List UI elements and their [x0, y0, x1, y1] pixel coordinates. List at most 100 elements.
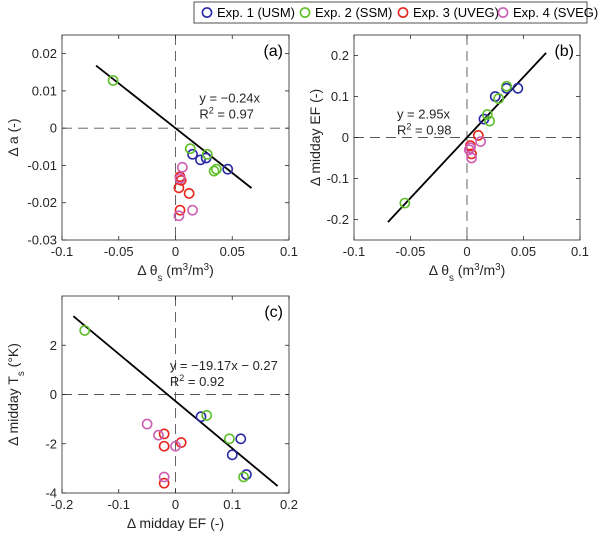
- data-point: [158, 471, 170, 483]
- data-point: [174, 204, 186, 216]
- y-tick-label: 0.02: [32, 46, 57, 61]
- x-axis-label: Δ midday EF (-): [127, 515, 224, 531]
- y-axis-label: Δ a (-): [5, 118, 21, 156]
- y-tick-label: 2: [50, 338, 57, 353]
- data-point: [201, 148, 213, 160]
- data-point: [501, 80, 512, 92]
- data-point: [195, 154, 206, 166]
- data-point: [183, 188, 195, 199]
- legend-label-4: Exp. 4 (SVEG): [513, 5, 598, 20]
- y-axis-label-part: (°K): [5, 343, 21, 371]
- y-tick-label: -4: [45, 486, 57, 501]
- legend-marker-1: [201, 7, 213, 18]
- data-point: [241, 469, 252, 480]
- x-axis-label-part: 3: [495, 262, 501, 273]
- x-tick-label: -0.1: [108, 497, 130, 512]
- data-point: [184, 143, 196, 155]
- equation-line-1: y = −0.24x: [199, 90, 260, 105]
- x-tick-label: 0.1: [223, 497, 241, 512]
- data-point: [175, 174, 187, 186]
- regression-line: [95, 64, 253, 189]
- x-axis-label-part: ): [501, 262, 506, 278]
- x-tick-label: -0.05: [396, 244, 426, 259]
- panel-b: -0.1 -0.05 0 0.05 0.1 -0.2 -0.1 0 0.1 0.2 y = 2.95…: [307, 34, 589, 284]
- x-axis-label-part: 3: [183, 262, 189, 273]
- data-point: [472, 130, 484, 141]
- legend-label-2: Exp. 2 (SSM): [315, 5, 392, 20]
- data-point: [176, 161, 188, 173]
- equation-part-0: R: [397, 123, 406, 138]
- data-point: [79, 325, 91, 336]
- data-point: [226, 449, 238, 461]
- regression-line: [72, 315, 279, 487]
- x-axis-label-part: s: [449, 273, 454, 284]
- x-axis-label-part: (m: [162, 262, 182, 278]
- legend-label-3: Exp. 3 (UVEG): [413, 5, 499, 20]
- equation-part-0: R: [170, 374, 179, 389]
- data-point: [195, 411, 207, 423]
- data-point: [158, 440, 170, 452]
- equation-part-0: R: [199, 106, 208, 121]
- x-axis-label-part: /m: [480, 262, 496, 278]
- panel-a: -0.1 -0.05 0 0.05 0.1 -0.03 -0.02 -0.01 0 0.01 0.0…: [5, 34, 298, 284]
- x-axis-label-part: s: [158, 273, 163, 284]
- x-axis-label-part: /m: [188, 262, 204, 278]
- equation-part-1: 2: [179, 373, 184, 383]
- data-point: [493, 93, 505, 104]
- data-point: [174, 173, 186, 184]
- data-point: [210, 163, 222, 175]
- panel-label: (a): [263, 43, 283, 60]
- data-point: [158, 428, 170, 440]
- x-axis-label-part: ): [209, 262, 214, 278]
- data-point: [170, 440, 181, 452]
- data-point: [238, 471, 249, 483]
- data-point: [107, 75, 119, 86]
- x-tick-label: 0.05: [511, 244, 536, 259]
- x-tick-label: 0: [463, 244, 470, 259]
- equation-part-2: = 0.92: [184, 374, 224, 389]
- data-point: [208, 165, 220, 177]
- data-point: [466, 152, 477, 164]
- panel-label: (b): [554, 43, 574, 60]
- x-tick-label: -0.05: [104, 244, 134, 259]
- y-tick-label: -0.1: [327, 171, 349, 186]
- data-point: [484, 115, 495, 127]
- x-tick-label: 0: [172, 497, 179, 512]
- data-point: [141, 418, 153, 430]
- x-tick-label: -0.1: [343, 244, 365, 259]
- legend-marker-2: [299, 7, 311, 18]
- x-tick-label: -0.2: [51, 497, 73, 512]
- legend-label-1: Exp. 1 (USM): [217, 5, 295, 20]
- data-point: [235, 433, 247, 445]
- y-tick-label: -0.02: [27, 195, 57, 210]
- equation-part-2: = 0.98: [411, 123, 451, 138]
- y-tick-label: 0.2: [331, 48, 349, 63]
- x-axis-label: Δ θs (m3/m3): [137, 262, 214, 284]
- y-axis-label-part: Δ midday T: [5, 376, 21, 446]
- legend-marker-4: [497, 7, 509, 18]
- equation-line-1: y = 2.95x: [397, 107, 451, 122]
- x-tick-label: 0.05: [220, 244, 245, 259]
- x-axis-label: Δ θs (m3/m3): [429, 262, 506, 284]
- x-tick-label: 0: [172, 244, 179, 259]
- data-point: [481, 109, 493, 120]
- y-tick-label: 0.1: [331, 89, 349, 104]
- x-tick-label: 0.1: [571, 244, 589, 259]
- data-point: [224, 433, 235, 445]
- equation-line-2: R2 = 0.98: [397, 122, 452, 138]
- y-axis-label: Δ midday Ts (°K): [5, 343, 27, 446]
- equation-part-1: 2: [209, 105, 214, 115]
- equation-part-1: 2: [406, 122, 411, 132]
- x-tick-label: 0.1: [280, 244, 298, 259]
- y-tick-label: -0.03: [27, 233, 57, 248]
- y-tick-label: -0.01: [27, 158, 57, 173]
- data-point: [222, 163, 234, 175]
- y-tick-label: 0.01: [32, 83, 57, 98]
- x-axis-label-part: 3: [474, 262, 480, 273]
- legend: Exp. 1 (USM) Exp. 2 (SSM) Exp. 3 (UVEG) Exp…: [193, 1, 598, 24]
- x-tick-label: 0.2: [280, 497, 298, 512]
- y-tick-label: 0: [50, 121, 57, 136]
- data-point: [475, 136, 486, 147]
